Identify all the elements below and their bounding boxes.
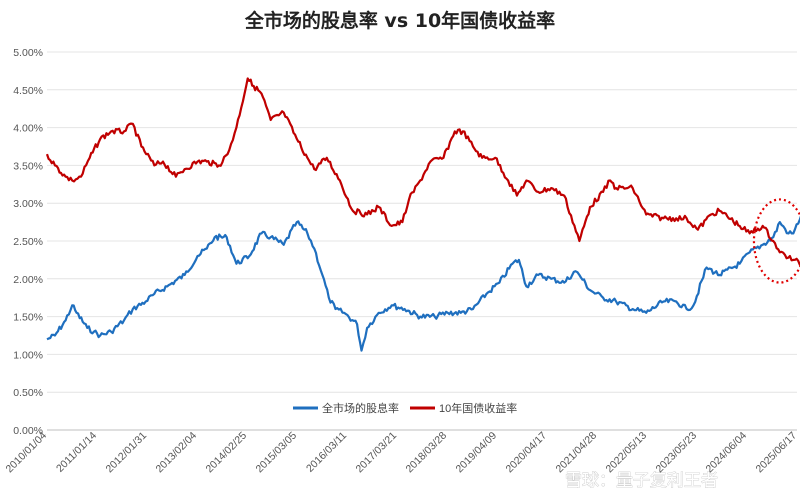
x-tick-label: 2012/01/31: [103, 430, 149, 476]
y-axis: 0.00% 0.50% 1.00% 1.50% 2.00% 2.50% 3.00% 3.50%…: [13, 47, 43, 437]
series-line-0: [46, 215, 800, 352]
x-tick-label: 2020/04/17: [503, 430, 549, 476]
y-tick-label: 4.50%: [13, 85, 43, 97]
x-tick-label: 2013/02/04: [153, 430, 199, 476]
y-tick-label: 3.50%: [13, 160, 43, 172]
x-tick-label: 2014/02/25: [203, 430, 249, 476]
x-tick-label: 2019/04/09: [453, 430, 499, 476]
x-tick-label: 2023/05/23: [653, 430, 699, 476]
x-tick-label: 2025/06/17: [753, 430, 799, 476]
x-tick-label: 2015/03/05: [253, 430, 299, 476]
chart-title: 全市场的股息率 vs 10年国债收益率: [244, 9, 555, 32]
x-tick-label: 2024/06/04: [703, 430, 749, 476]
annotations: [752, 198, 800, 284]
y-tick-label: 3.00%: [13, 198, 43, 210]
legend-label-dividend: 全市场的股息率: [322, 401, 399, 415]
grid: [47, 51, 797, 431]
watermark: 雪球：量子复利王者: [565, 471, 718, 491]
x-tick-label: 2018/03/28: [403, 430, 449, 476]
y-tick-label: 0.50%: [13, 387, 43, 399]
series-line-1: [45, 77, 800, 266]
series-group: [45, 77, 800, 352]
x-axis: 2010/01/04 2011/01/14 2012/01/31 2013/02/04…: [3, 430, 799, 476]
y-tick-label: 0.00%: [13, 425, 43, 437]
x-tick-label: 2011/01/14: [54, 430, 99, 475]
y-tick-label: 5.00%: [13, 47, 43, 59]
y-tick-label: 1.00%: [13, 349, 43, 361]
x-tick-label: 2021/04/28: [553, 430, 599, 476]
y-tick-label: 1.50%: [13, 312, 43, 324]
legend-label-bond: 10年国债收益率: [439, 401, 517, 415]
highlight-ellipse: [752, 198, 800, 284]
y-tick-label: 2.50%: [13, 236, 43, 248]
legend: 全市场的股息率 10年国债收益率: [293, 401, 517, 415]
x-tick-label: 2016/03/11: [304, 430, 349, 475]
y-tick-label: 4.00%: [13, 123, 43, 135]
x-tick-label: 2017/03/21: [353, 430, 399, 476]
y-tick-label: 2.00%: [13, 274, 43, 286]
x-tick-label: 2022/05/13: [603, 430, 649, 476]
